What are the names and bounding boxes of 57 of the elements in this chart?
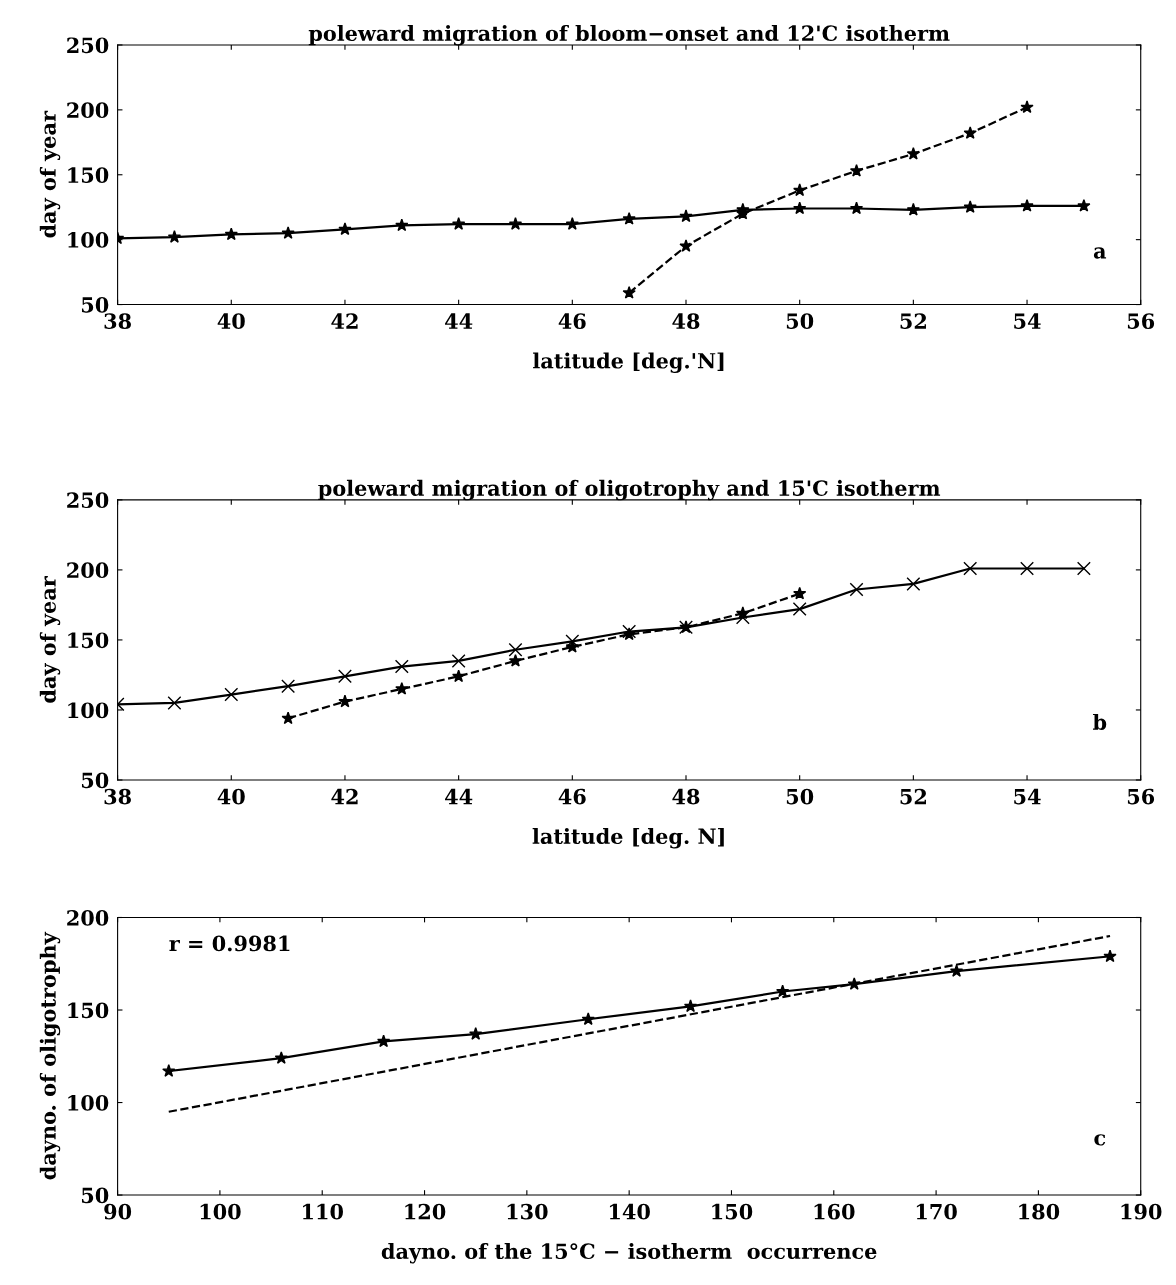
x-tick-label: 54	[1014, 788, 1041, 805]
y-tick-label: 150	[68, 1002, 109, 1019]
x-tick-label: 44	[445, 313, 473, 329]
y-tick-label: 200	[67, 562, 109, 579]
annotation: a	[1093, 247, 1107, 259]
x-tick-label: 150	[712, 1203, 753, 1220]
y-axis-title: day of year	[39, 110, 61, 238]
x-axis-title: latitude [deg.'N]	[533, 352, 724, 373]
y-tick-label: 250	[67, 492, 109, 509]
x-tick-label: 56	[1127, 313, 1155, 329]
y-tick-label: 50	[81, 1187, 109, 1204]
x-tick-label: 46	[558, 313, 586, 329]
y-axis-title: day of year	[39, 576, 61, 703]
y-tick-label: 150	[68, 632, 109, 649]
x-tick-label: 50	[786, 313, 814, 329]
x-tick-label: 100	[200, 1203, 241, 1220]
annotation: c	[1094, 1134, 1106, 1146]
annotation: r = 0.9981	[169, 935, 290, 952]
y-tick-label: 50	[81, 772, 109, 789]
y-tick-label: 250	[67, 37, 109, 54]
y-tick-label: 200	[67, 909, 109, 926]
x-tick-label: 40	[217, 313, 245, 329]
y-tick-label: 100	[68, 702, 109, 719]
x-tick-label: 160	[814, 1203, 855, 1220]
x-tick-label: 42	[331, 313, 358, 329]
x-tick-label: 170	[916, 1203, 957, 1220]
chart-title: poleward migration of oligotrophy and 15'C isotherm	[318, 479, 941, 501]
x-tick-label: 52	[900, 788, 926, 805]
y-tick-label: 50	[81, 297, 109, 313]
x-tick-label: 120	[405, 1203, 446, 1220]
x-tick-label: 40	[217, 788, 245, 805]
x-tick-label: 180	[1019, 1203, 1060, 1220]
x-tick-label: 56	[1127, 788, 1155, 805]
x-tick-label: 140	[609, 1203, 650, 1220]
x-tick-label: 90	[104, 1203, 132, 1220]
y-axis-title: dayno. of oligotrophy	[39, 931, 61, 1180]
x-tick-label: 38	[104, 313, 131, 329]
y-tick-label: 150	[68, 167, 109, 183]
x-axis-title: latitude [deg. N]	[532, 827, 724, 849]
x-tick-label: 54	[1014, 313, 1041, 329]
x-tick-label: 110	[303, 1203, 343, 1220]
x-tick-label: 52	[900, 313, 926, 329]
x-tick-label: 42	[331, 788, 358, 805]
y-tick-label: 100	[68, 1094, 109, 1111]
y-tick-label: 200	[67, 102, 109, 119]
x-tick-label: 38	[104, 788, 131, 805]
annotation: b	[1092, 713, 1107, 731]
x-tick-label: 50	[786, 788, 814, 805]
x-tick-label: 190	[1121, 1203, 1162, 1220]
x-tick-label: 46	[558, 788, 586, 805]
x-tick-label: 44	[445, 788, 473, 805]
x-tick-label: 48	[672, 788, 700, 805]
x-tick-label: 130	[507, 1203, 548, 1220]
chart-title: poleward migration of bloom−onset and 12'C isotherm	[308, 24, 950, 46]
y-tick-label: 100	[68, 232, 109, 248]
x-axis-title: dayno. of the 15°C − isotherm occurrence	[381, 1242, 877, 1264]
x-tick-label: 48	[672, 313, 700, 329]
